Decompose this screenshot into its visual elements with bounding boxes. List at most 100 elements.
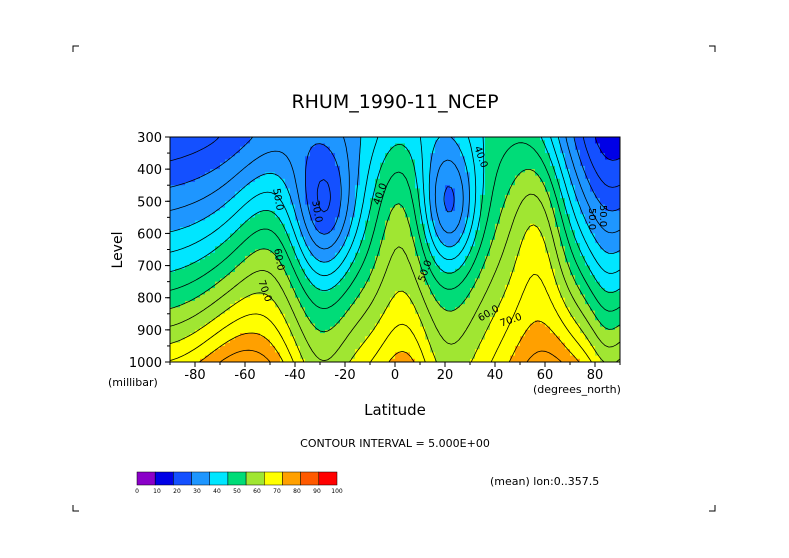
contour-cell (515, 140, 521, 145)
contour-cell (225, 355, 231, 360)
contour-cell (480, 230, 486, 235)
contour-cell (280, 204, 286, 209)
contour-cell (370, 230, 376, 235)
contour-cell (365, 243, 371, 247)
contour-cell (505, 204, 511, 209)
contour-cell (430, 185, 436, 190)
contour-cell (275, 291, 281, 296)
contour-cell (250, 317, 256, 321)
contour-cell (310, 249, 316, 254)
contour-cell (200, 143, 206, 148)
contour-cell (440, 220, 446, 225)
contour-cell (330, 165, 336, 170)
contour-cell (290, 156, 296, 161)
contour-cell (465, 230, 471, 235)
contour-cell (320, 355, 326, 360)
contour-cell (480, 342, 486, 347)
contour-cell (350, 223, 356, 228)
contour-cell (270, 220, 276, 225)
contour-cell (355, 352, 361, 357)
contour-cell (430, 233, 436, 238)
contour-cell (265, 259, 271, 263)
contour-cell (390, 156, 396, 161)
contour-cell (375, 227, 381, 231)
contour-cell (415, 172, 421, 177)
contour-cell (490, 214, 496, 218)
contour-cell (460, 233, 466, 238)
contour-cell (170, 284, 176, 289)
contour-cell (345, 178, 351, 183)
contour-cell (265, 243, 271, 247)
contour-cell (215, 149, 221, 154)
contour-cell (305, 227, 311, 231)
contour-cell (350, 194, 356, 199)
contour-cell (180, 146, 186, 151)
contour-cell (225, 191, 231, 196)
contour-cell (490, 291, 496, 296)
contour-cell (180, 223, 186, 228)
contour-cell (440, 172, 446, 177)
contour-cell (505, 159, 511, 164)
contour-cell (415, 326, 421, 331)
contour-cell (345, 252, 351, 257)
contour-cell (310, 349, 316, 353)
contour-cell (405, 329, 411, 334)
contour-cell (385, 159, 391, 164)
contour-cell (365, 194, 371, 199)
contour-cell (470, 329, 476, 334)
contour-cell (335, 262, 341, 267)
contour-cell (215, 165, 221, 170)
contour-cell (450, 239, 456, 244)
contour-cell (275, 217, 281, 222)
contour-cell (185, 146, 191, 151)
contour-cell (210, 194, 216, 199)
contour-cell (265, 214, 271, 218)
contour-cell (255, 252, 261, 257)
contour-cell (295, 185, 301, 190)
contour-cell (450, 204, 456, 209)
contour-cell (340, 262, 346, 267)
contour-cell (450, 172, 456, 177)
contour-cell (285, 153, 291, 157)
contour-cell (205, 178, 211, 183)
contour-cell (520, 310, 526, 315)
contour-cell (335, 294, 341, 299)
contour-cell (455, 249, 461, 254)
contour-cell (515, 326, 521, 331)
contour-cell (360, 355, 366, 360)
contour-cell (305, 323, 311, 328)
contour-cell (365, 275, 371, 280)
contour-cell (220, 146, 226, 151)
contour-cell (445, 352, 451, 357)
contour-cell (225, 156, 231, 161)
contour-cell (210, 182, 216, 186)
contour-cell (300, 272, 306, 276)
contour-cell (205, 243, 211, 247)
contour-cell (495, 214, 501, 218)
corner-marks (72, 45, 716, 512)
contour-cell (385, 165, 391, 170)
contour-cell (495, 259, 501, 263)
contour-cell (210, 349, 216, 353)
contour-cell (505, 268, 511, 273)
contour-cell (200, 178, 206, 183)
contour-cell (320, 333, 326, 337)
contour-cell (320, 336, 326, 341)
contour-cell (350, 178, 356, 183)
contour-cell (345, 294, 351, 299)
contour-cell (525, 198, 531, 202)
contour-cell (290, 313, 296, 318)
contour-cell (350, 156, 356, 161)
contour-cell (390, 165, 396, 170)
contour-cell (505, 265, 511, 270)
contour-cell (280, 333, 286, 337)
contour-cell (185, 172, 191, 177)
contour-cell (215, 304, 221, 308)
contour-cell (510, 178, 516, 183)
contour-cell (330, 355, 336, 360)
contour-cell (345, 185, 351, 190)
contour-cell (410, 317, 416, 321)
contour-cell (485, 355, 491, 360)
contour-cell (415, 329, 421, 334)
contour-cell (295, 162, 301, 167)
